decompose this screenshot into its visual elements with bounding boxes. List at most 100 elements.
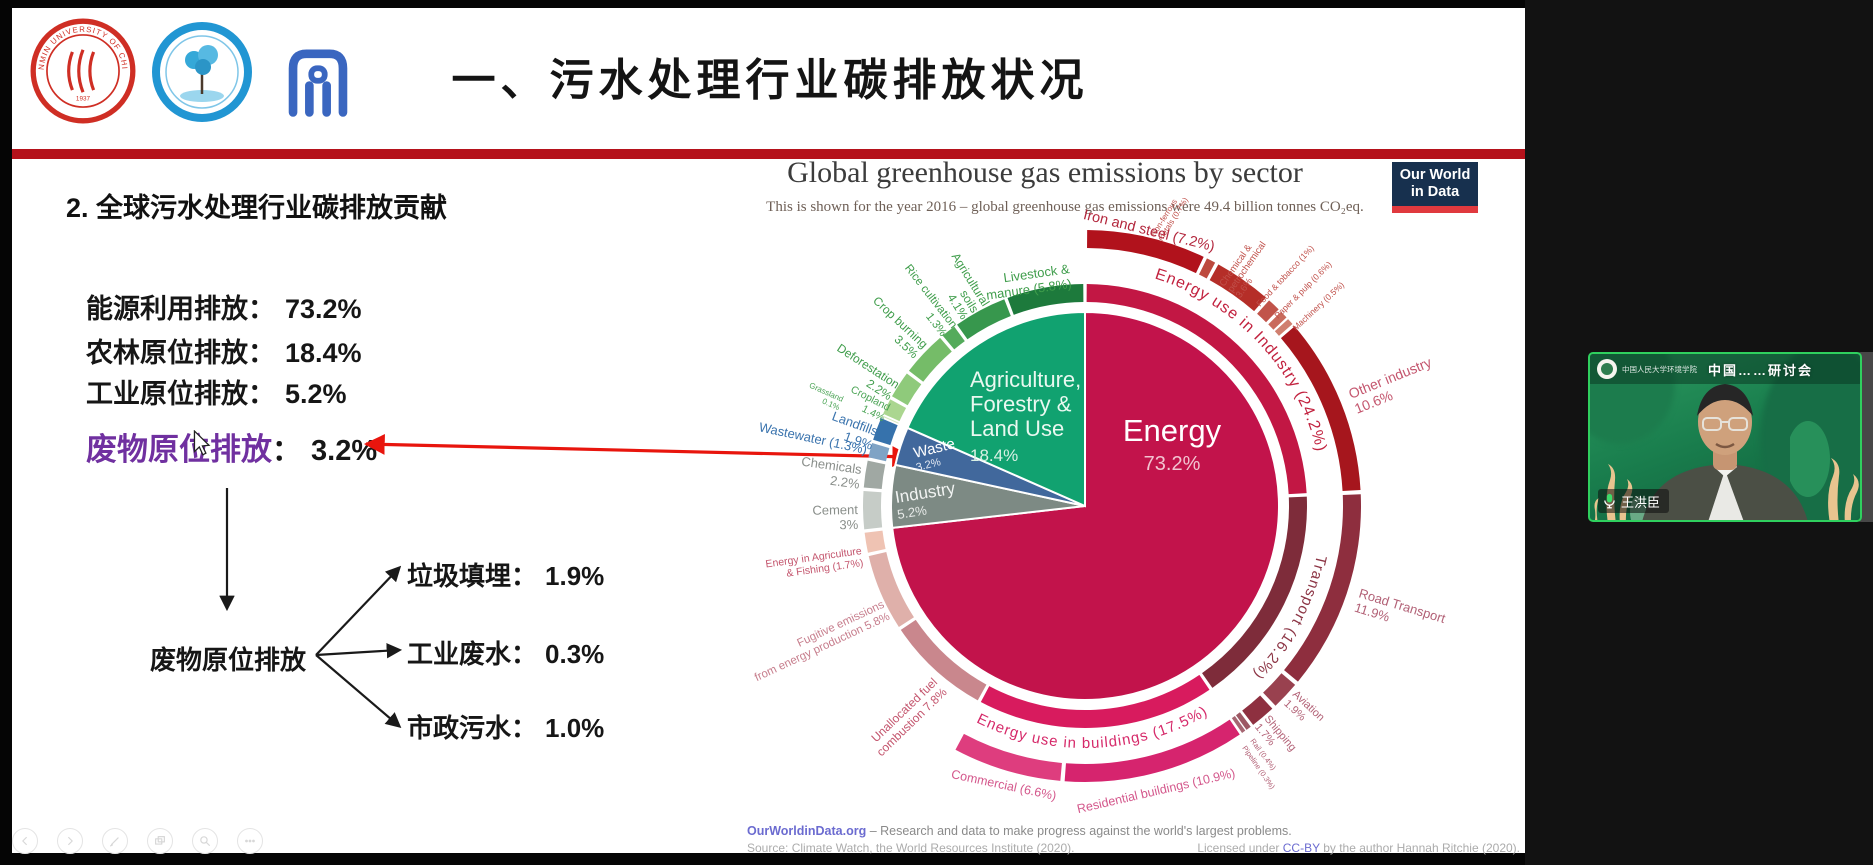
inner-ring-transport [1202,496,1307,688]
presentation-slide [12,8,1525,853]
inner-ring-crop-burning [908,337,952,382]
breakdown-value: 1.9% [545,561,605,591]
previous-slide-button[interactable] [12,828,38,854]
outer-ring-chemical-petrochemical [1209,264,1266,312]
stat-value: 5.2% [285,379,347,409]
ellipsis-icon [245,839,255,843]
footer-brand-link: OurWorldinData.org [747,824,867,838]
svg-text:1937: 1937 [76,96,91,103]
inner-ring-agricultural-soils [957,299,1011,340]
inner-ring-deforestation [891,373,922,406]
more-options-button[interactable] [237,828,263,854]
renmin-university-seal-logo: RENMIN UNIVERSITY OF CHINA 1937 [30,18,136,124]
outer-ring-shipping [1242,695,1273,725]
breakdown-item-municipal-sewage: 市政污水： 1.0% [407,708,604,745]
banner-title: 中国……研讨会 [1708,362,1814,378]
stat-value: 18.4% [285,338,362,368]
cc-by-link: CC-BY [1282,841,1320,855]
chevron-right-icon [68,836,73,846]
breakdown-flow-arrows [219,488,403,729]
outer-ring-rail [1235,712,1251,730]
stat-row-industry: 工业原位排放： 5.2% [86,372,347,411]
inner-ring-livestock-manure [1007,284,1084,315]
microphone-icon [1604,493,1615,509]
brand-red-bar [1392,206,1478,213]
outer-ring-non-ferrous-metals [1199,258,1216,279]
next-slide-button[interactable] [57,828,83,854]
chart-label-other-industry: Other industry10.6% [1346,354,1440,417]
outer-ring-pipeline [1231,716,1246,733]
chart-label-3-2: 3.2% [915,456,942,474]
colon: ： [511,713,538,743]
participant-video[interactable]: 中国人民大学环境学院 中国……研讨会 王洪臣 [1588,352,1862,522]
colon: ： [248,379,275,409]
stat-label: 农林原位排放 [86,338,248,368]
chart-label-crop-burning: Crop burning3.5% [861,294,931,362]
chart-label-paper-pulp-0-6: Paper & pulp (0.6%) [1272,259,1333,320]
stat-label: 废物原位排放 [86,432,272,467]
colon: ： [511,561,538,591]
zoom-button[interactable] [192,828,218,854]
breakdown-label: 工业废水 [407,639,512,669]
footer-source: Source: Climate Watch, the World Resourc… [747,841,1075,855]
footer-license: Licensed under CC-BY by the author Hanna… [1197,841,1520,855]
chart-label-fugitive-emissions: Fugitive emissionsfrom energy production… [747,599,892,684]
coral-decoration-right [1790,421,1859,520]
breakdown-item-landfill: 垃圾填埋： 1.9% [407,556,604,593]
breakdown-value: 1.0% [545,713,605,743]
slideshow-toolbar [12,828,263,854]
institute-monogram-logo [288,49,348,117]
inner-ring-energy-in-agriculture-fishing [864,530,886,553]
inner-ring-wastewater [868,443,890,462]
outer-ring-food-tobacco [1257,300,1279,323]
outer-ring-residential-buildings [1064,719,1240,783]
slide-panel-button[interactable] [147,828,173,854]
chart-label-cement: Cement3% [812,502,858,533]
inner-ring-landfills [873,418,898,446]
low-carbon-water-center-logo [152,22,252,122]
outer-ring-machinery [1274,319,1293,336]
chart-label-18-4: 18.4% [970,446,1018,465]
inner-ring-energy-use-in-buildings [980,674,1210,728]
magnifier-icon [200,836,210,846]
inner-ring-unallocated-fuel-combustion [900,619,987,701]
participant-person [1642,384,1808,520]
inner-ring-cropland [883,399,907,422]
pen-annotate-button[interactable] [102,828,128,854]
breakdown-node: 废物原位排放 [150,645,307,675]
chart-title: Global greenhouse gas emissions by secto… [787,156,1303,189]
colon: ： [511,639,538,669]
colon: ： [248,294,275,324]
outer-ring-aviation [1263,673,1296,706]
chart-label-energy-in-agriculture: Energy in Agriculture& Fishing (1.7%) [765,545,864,582]
stat-label: 能源利用排放 [86,294,248,324]
inner-ring-chemicals [863,460,886,490]
chart-subtitle: This is shown for the year 2016 – global… [766,199,1364,215]
slide-title: 一、污水处理行业碳排放状况 [451,56,1089,105]
chart-label-energy: Energy [1123,413,1222,448]
our-world-in-data-logo: Our World in Data [1392,162,1478,213]
annotation-arrow-waste [363,434,914,467]
stat-row-agriculture: 农林原位排放： 18.4% [86,331,362,370]
license-suffix: by the author Hannah Ritchie (2020). [1319,841,1520,855]
pie-slice-agriculture-forestry-land-use [906,310,1086,508]
footer-tagline: – Research and data to make progress aga… [866,824,1292,838]
chart-label-grassland: Grassland0.1% [804,381,845,412]
stat-value: 73.2% [285,294,362,324]
outer-ring-paper-pulp [1268,311,1287,330]
inner-ring-rice-cultivation [942,326,965,350]
participant-name: 王洪臣 [1621,494,1661,510]
breakdown-value: 0.3% [545,639,605,669]
breakdown-label: 市政污水 [407,713,512,743]
chart-label-73-2: 73.2% [1144,453,1201,475]
inner-ring-cement [863,491,883,530]
inner-ring-energy-use-in-industry [1086,284,1307,495]
chart-label-5-2: 5.2% [896,502,928,522]
chart-label-agriculture: Agriculture, Forestry & Land Use [970,367,1081,441]
inner-ring-fugitive-emissions-from-energy-production [868,552,914,628]
brand-line2: in Data [1410,184,1460,200]
outer-ring-road-transport [1284,494,1361,682]
colon: ： [248,338,275,368]
brand-line1: Our World [1399,167,1471,183]
